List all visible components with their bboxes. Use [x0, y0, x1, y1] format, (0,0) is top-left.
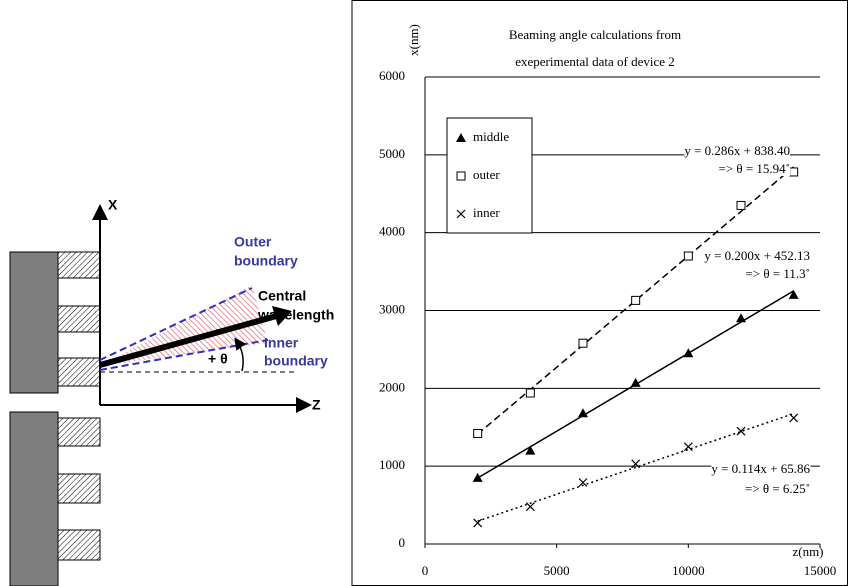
point	[788, 289, 799, 299]
point	[631, 295, 641, 305]
annotation-bg	[718, 160, 790, 176]
point	[578, 478, 588, 487]
point	[736, 200, 746, 210]
x-axis-label: z(nm)	[792, 544, 823, 559]
point	[630, 377, 641, 387]
outer-label: Outer	[234, 234, 272, 250]
x-tick-label: 5000	[544, 563, 570, 578]
point	[473, 518, 483, 528]
central-arrow	[99, 312, 281, 368]
x-tick-label: 10000	[672, 563, 705, 578]
legend-label: outer	[473, 167, 500, 182]
beam-wedge	[100, 285, 268, 366]
point	[736, 426, 746, 436]
angle-label: + θ	[208, 351, 228, 367]
outer-label: boundary	[234, 253, 298, 269]
x-label: X	[108, 197, 118, 213]
chart: Beaming angle calculations from exeperime…	[351, 0, 848, 586]
annotation-bg	[711, 460, 811, 476]
inner-label: boundary	[264, 353, 328, 369]
point	[736, 313, 746, 323]
substrate	[9, 411, 59, 586]
point	[525, 445, 536, 455]
annotation: y = 0.200x + 452.13	[704, 248, 810, 263]
annotation: => θ = 11.3˚	[745, 266, 810, 281]
y-tick-label: 5000	[379, 146, 405, 161]
legend-label: inner	[473, 205, 500, 220]
angle-arc	[234, 337, 247, 372]
point	[456, 209, 466, 219]
x-tick-label: 0	[422, 563, 429, 578]
point	[683, 442, 693, 452]
chart-frame	[351, 0, 848, 586]
point	[456, 171, 466, 181]
point	[473, 428, 483, 438]
gratings	[57, 251, 101, 561]
annotation: y = 0.114x + 65.86	[711, 461, 810, 476]
point	[683, 348, 694, 358]
y-tick-label: 3000	[379, 301, 405, 316]
annotation: => θ = 6.25˚	[745, 481, 810, 496]
outer-boundary	[99, 287, 253, 361]
point	[456, 133, 466, 142]
chart-title: exeperimental data of device 2	[515, 54, 675, 69]
chart-title: Beaming angle calculations from	[509, 27, 681, 42]
y-tick-label: 4000	[379, 224, 405, 239]
annotation-bg	[744, 480, 810, 496]
z-label: Z	[312, 397, 321, 413]
point	[789, 167, 799, 177]
legend-label: middle	[473, 129, 509, 144]
central-label: wavelength	[257, 307, 334, 323]
y-tick-label: 0	[399, 535, 406, 550]
point	[789, 413, 799, 423]
point	[578, 408, 588, 418]
y-tick-label: 6000	[379, 68, 405, 83]
point	[525, 502, 535, 512]
annotation: y = 0.286x + 838.40	[684, 143, 790, 158]
point	[472, 472, 483, 482]
central-label: Central	[258, 288, 306, 304]
point	[631, 459, 641, 469]
central-arrowhead	[272, 306, 292, 326]
point	[683, 251, 693, 261]
x-tick-label: 15000	[804, 563, 837, 578]
point	[578, 338, 588, 348]
inner-label: Inner	[264, 335, 299, 351]
annotation-bg	[704, 247, 810, 263]
annotation-bg	[684, 142, 790, 158]
y-tick-label: 1000	[379, 457, 405, 472]
inner-boundary	[99, 339, 269, 371]
device-diagram: X Z Outer boundary Central wavelength In…	[9, 197, 334, 586]
annotation: => θ = 15.94˚	[718, 161, 790, 176]
point	[525, 388, 535, 398]
y-tick-label: 2000	[379, 379, 405, 394]
annotation-bg	[745, 265, 810, 281]
y-axis-label: x(nm)	[406, 24, 421, 56]
trendline	[477, 412, 794, 522]
substrate	[9, 251, 59, 394]
